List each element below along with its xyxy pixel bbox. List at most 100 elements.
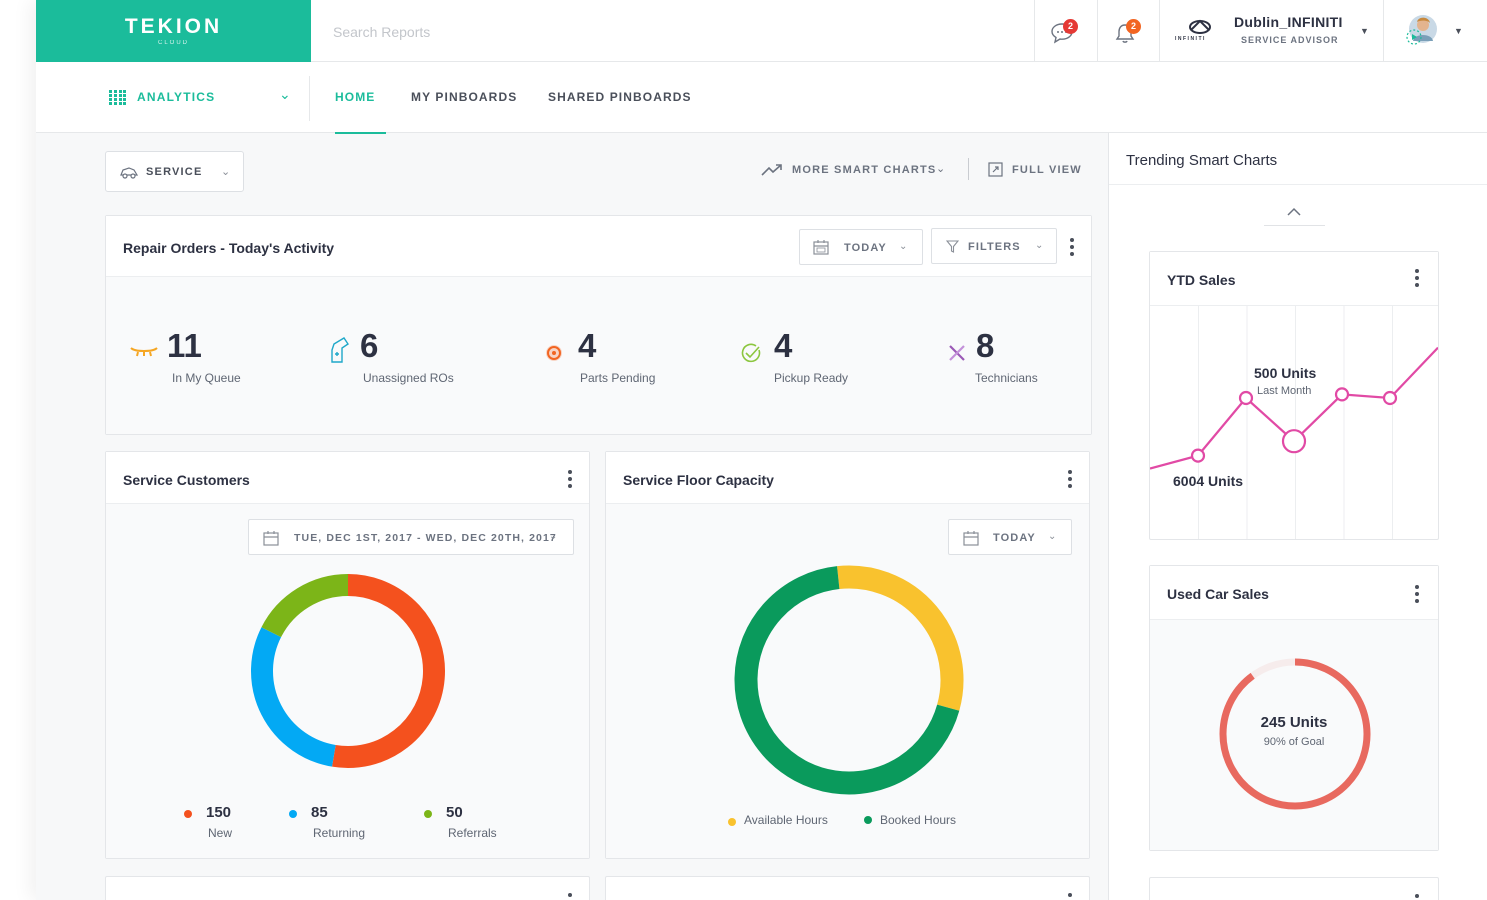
more-options-icon[interactable] xyxy=(1415,269,1419,287)
used-car-value: 245 Units xyxy=(1260,714,1328,731)
chevron-down-icon: ⌄ xyxy=(899,241,908,252)
chevron-down-icon: ⌄ xyxy=(221,166,231,178)
ytd-data-point[interactable] xyxy=(1238,390,1254,406)
tab-my-pinboards[interactable]: MY PINBOARDS xyxy=(411,90,518,104)
chevron-up-icon xyxy=(1287,207,1301,216)
ytd-data-point[interactable] xyxy=(1334,387,1350,402)
ytd-highlight-sub: Last Month xyxy=(1257,385,1312,397)
ytd-start-value: 6004 Units xyxy=(1173,473,1244,489)
brand-logo[interactable]: TEKION CLOUD xyxy=(36,0,311,62)
stat-label: Technicians xyxy=(975,371,1038,385)
pickup-check-icon xyxy=(741,343,761,363)
calendar-icon xyxy=(263,531,279,546)
search-input[interactable] xyxy=(333,22,633,42)
ytd-data-point[interactable] xyxy=(1190,448,1206,463)
legend-value-referrals: 50 xyxy=(446,804,463,821)
ytd-sales-card[interactable]: YTD Sales 500 Units Last Month 6004 Unit… xyxy=(1149,251,1439,540)
panel-title: Trending Smart Charts xyxy=(1126,152,1278,169)
chevron-down-icon[interactable]: ⌄ xyxy=(279,86,291,102)
legend-label-returning: Returning xyxy=(313,826,366,840)
legend-dot-booked xyxy=(864,816,872,824)
donut-slice-returning[interactable] xyxy=(251,627,336,767)
chevron-down-icon: ⌄ xyxy=(549,531,558,542)
repair-orders-card: Repair Orders - Today's Activity TODAY ⌄… xyxy=(105,215,1092,435)
alerts-button[interactable]: 2 xyxy=(1097,0,1159,62)
department-dropdown[interactable]: SERVICE ⌄ xyxy=(105,151,244,192)
stat-in-my-queue[interactable]: 11 In My Queue xyxy=(129,326,279,396)
more-options-icon[interactable] xyxy=(1070,238,1074,256)
stat-value: 8 xyxy=(976,327,995,364)
donut-slice-new[interactable] xyxy=(332,574,445,768)
dealer-selector[interactable]: INFINITI Dublin_INFINITI SERVICE ADVISOR… xyxy=(1159,0,1383,62)
card-header: Used Car Sales xyxy=(1150,566,1438,620)
brand-sub: CLOUD xyxy=(157,40,189,46)
service-customers-card: Service Customers TUE, DEC 1ST, 2017 - W… xyxy=(105,451,590,859)
partial-card xyxy=(105,876,590,900)
card-header: YTD Sales xyxy=(1150,252,1438,306)
tools-icon xyxy=(949,345,965,361)
legend-value-new: 150 xyxy=(206,804,232,821)
donut-slice-available-hours[interactable] xyxy=(837,565,964,711)
tab-shared-pinboards[interactable]: SHARED PINBOARDS xyxy=(548,90,692,104)
messages-button[interactable]: 2 xyxy=(1034,0,1096,62)
calendar-icon xyxy=(963,531,979,546)
nav-bar: ANALYTICS ⌄ HOME MY PINBOARDS SHARED PIN… xyxy=(36,62,1487,134)
stat-value: 6 xyxy=(360,327,379,364)
legend-label-booked: Booked Hours xyxy=(880,813,957,827)
stat-technicians[interactable]: 8 Technicians xyxy=(948,326,1088,396)
stat-unassigned-ros[interactable]: 6 Unassigned ROs xyxy=(328,326,478,396)
chevron-down-icon: ⌄ xyxy=(1035,240,1044,251)
more-options-icon[interactable] xyxy=(1068,470,1072,488)
messages-badge: 2 xyxy=(1063,19,1078,34)
date-range-dropdown[interactable]: TUE, DEC 1ST, 2017 - WED, DEC 20TH, 2017… xyxy=(248,519,574,555)
used-car-gauge xyxy=(1219,658,1371,810)
more-options-icon[interactable] xyxy=(1415,894,1419,900)
more-options-icon[interactable] xyxy=(568,893,572,900)
donut-slice-booked-hours[interactable] xyxy=(734,566,960,795)
date-range-label: TUE, DEC 1ST, 2017 - WED, DEC 20TH, 2017 xyxy=(294,532,557,544)
used-car-sub: 90% of Goal xyxy=(1263,736,1325,748)
legend-label-new: New xyxy=(208,826,233,840)
collapse-button[interactable] xyxy=(1264,202,1325,226)
chevron-down-icon: ⌄ xyxy=(1048,531,1057,542)
stat-parts-pending[interactable]: 4 Parts Pending xyxy=(543,326,693,396)
app-window: TEKION CLOUD 2 2 INFINITI Dublin_INF xyxy=(36,0,1487,900)
filter-icon xyxy=(946,240,959,253)
caret-down-icon: ▼ xyxy=(1360,26,1369,36)
dealer-brand-text: INFINITI xyxy=(1175,36,1206,42)
app-grid-icon xyxy=(109,90,126,105)
chevron-down-icon: ⌄ xyxy=(936,163,946,175)
brand-name: TEKION xyxy=(124,15,223,38)
stat-pickup-ready[interactable]: 4 Pickup Ready xyxy=(740,326,890,396)
dealer-name: Dublin_INFINITI xyxy=(1234,14,1343,30)
ytd-highlight-value: 500 Units xyxy=(1254,365,1317,381)
card-title: Service Customers xyxy=(123,472,250,488)
card-body xyxy=(106,277,1091,434)
tab-home[interactable]: HOME xyxy=(335,90,376,104)
unassigned-icon xyxy=(331,337,349,363)
avatar xyxy=(1406,15,1437,45)
ytd-data-point[interactable] xyxy=(1382,390,1398,406)
legend-dot-referrals xyxy=(424,810,432,818)
partial-card xyxy=(1149,877,1439,900)
full-view-label: FULL VIEW xyxy=(1012,164,1082,176)
card-body xyxy=(606,504,1089,858)
more-options-icon[interactable] xyxy=(1068,893,1072,900)
card-header: Service Customers xyxy=(106,452,589,504)
partial-card xyxy=(605,876,1090,900)
car-service-icon xyxy=(120,167,139,179)
donut-slice-referrals[interactable] xyxy=(261,574,349,638)
more-options-icon[interactable] xyxy=(568,470,572,488)
profile-menu[interactable]: ▼ xyxy=(1383,0,1487,62)
more-options-icon[interactable] xyxy=(1415,585,1419,603)
filters-dropdown[interactable]: FILTERS ⌄ xyxy=(931,228,1057,264)
used-car-sales-card[interactable]: Used Car Sales 245 Units 90% of Goal xyxy=(1149,565,1439,851)
legend-label-available: Available Hours xyxy=(744,813,828,827)
date-filter-dropdown[interactable]: TODAY ⌄ xyxy=(948,519,1072,555)
card-body xyxy=(106,504,589,858)
ytd-highlight-point[interactable] xyxy=(1281,429,1307,454)
module-selector[interactable]: ANALYTICS xyxy=(137,90,216,104)
stat-value: 4 xyxy=(578,327,597,364)
date-filter-dropdown[interactable]: TODAY ⌄ xyxy=(799,229,923,265)
card-title: Service Floor Capacity xyxy=(623,472,774,488)
